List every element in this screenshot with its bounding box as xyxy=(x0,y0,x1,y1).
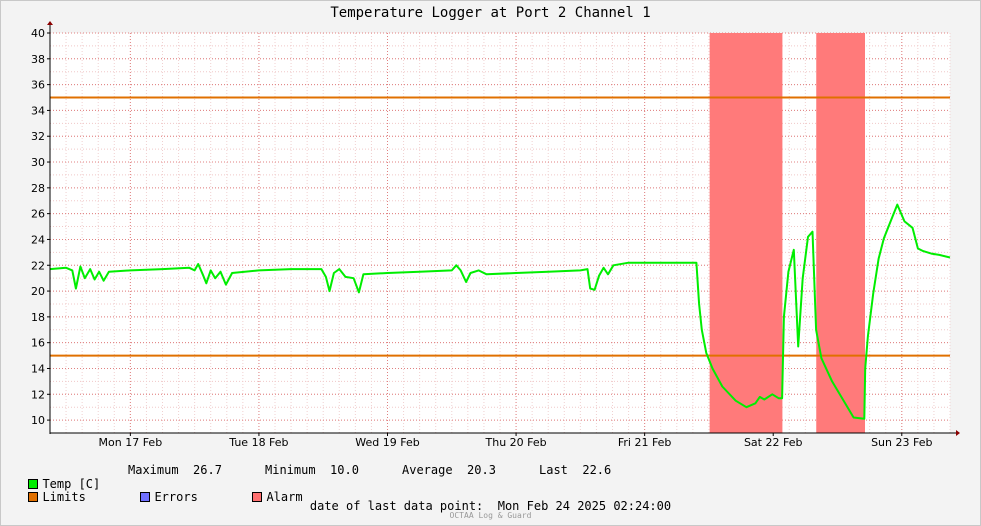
y-tick-label: 38 xyxy=(31,53,45,66)
stat-average: Average 20.3 xyxy=(402,463,496,477)
alarm-band xyxy=(709,33,783,433)
y-tick-label: 34 xyxy=(31,104,45,117)
credit-text: OCTAA Log & Guard xyxy=(449,511,532,520)
chart-title: Temperature Logger at Port 2 Channel 1 xyxy=(330,5,651,21)
temp-series-line xyxy=(49,203,951,420)
x-tick-label: Sat 22 Feb xyxy=(744,436,803,449)
stat-minimum: Minimum 10.0 xyxy=(265,463,359,477)
y-tick-label: 12 xyxy=(31,388,45,401)
last-value: 22.6 xyxy=(582,463,612,477)
y-tick-label: 20 xyxy=(31,285,45,298)
x-tick-label: Sun 23 Feb xyxy=(871,436,932,449)
errors-swatch-icon xyxy=(140,492,151,502)
x-tick-label: Tue 18 Feb xyxy=(228,436,288,449)
temperature-chart: 10 12 14 16 18 20 22 24 26 28 30 32 34 36 38 40 Mon 17 F… xyxy=(31,21,960,449)
alarm-band xyxy=(816,33,865,433)
y-tick-label: 22 xyxy=(31,259,45,272)
stat-last: Last 22.6 xyxy=(539,463,611,477)
y-tick-label: 32 xyxy=(31,130,45,143)
footer-value: Mon Feb 24 2025 02:24:00 xyxy=(497,499,672,513)
limits-swatch-icon xyxy=(28,492,39,502)
x-tick-label: Mon 17 Feb xyxy=(99,436,163,449)
x-tick-label: Thu 20 Feb xyxy=(485,436,547,449)
x-axis-arrow-icon xyxy=(956,430,960,436)
stat-maximum: Maximum 26.7 xyxy=(128,463,222,477)
legend-row-1: Temp [C] xyxy=(14,463,100,491)
x-tick-label: Wed 19 Feb xyxy=(355,436,419,449)
y-tick-label: 24 xyxy=(31,233,45,246)
temp-swatch-icon xyxy=(28,479,39,489)
legend-errors-label: Errors xyxy=(154,490,198,504)
minimum-label: Minimum xyxy=(265,463,316,477)
legend-alarm: Alarm xyxy=(238,476,303,504)
legend-errors: Errors xyxy=(126,476,198,504)
legend-temp-label: Temp [C] xyxy=(42,477,101,491)
y-tick-label: 16 xyxy=(31,337,45,350)
y-tick-label: 18 xyxy=(31,311,45,324)
average-value: 20.3 xyxy=(467,463,496,477)
y-tick-label: 26 xyxy=(31,208,45,221)
average-label: Average xyxy=(402,463,453,477)
y-axis-arrow-icon xyxy=(47,21,53,25)
maximum-label: Maximum xyxy=(128,463,179,477)
y-tick-label: 30 xyxy=(31,156,45,169)
maximum-value: 26.7 xyxy=(193,463,222,477)
alarm-swatch-icon xyxy=(252,492,263,502)
y-tick-label: 28 xyxy=(31,182,45,195)
legend-limits: Limits xyxy=(14,476,86,504)
last-label: Last xyxy=(539,463,568,477)
legend-limits-label: Limits xyxy=(42,490,86,504)
y-tick-label: 10 xyxy=(31,414,45,427)
y-tick-label: 40 xyxy=(31,27,45,40)
footer-label: date of last data point: xyxy=(309,499,484,513)
legend-alarm-label: Alarm xyxy=(266,490,303,504)
x-tick-label: Fri 21 Feb xyxy=(618,436,672,449)
y-tick-label: 36 xyxy=(31,79,45,92)
minimum-value: 10.0 xyxy=(330,463,359,477)
y-tick-label: 14 xyxy=(31,362,45,375)
last-data-point: date of last data point: Mon Feb 24 2025… xyxy=(0,499,981,513)
